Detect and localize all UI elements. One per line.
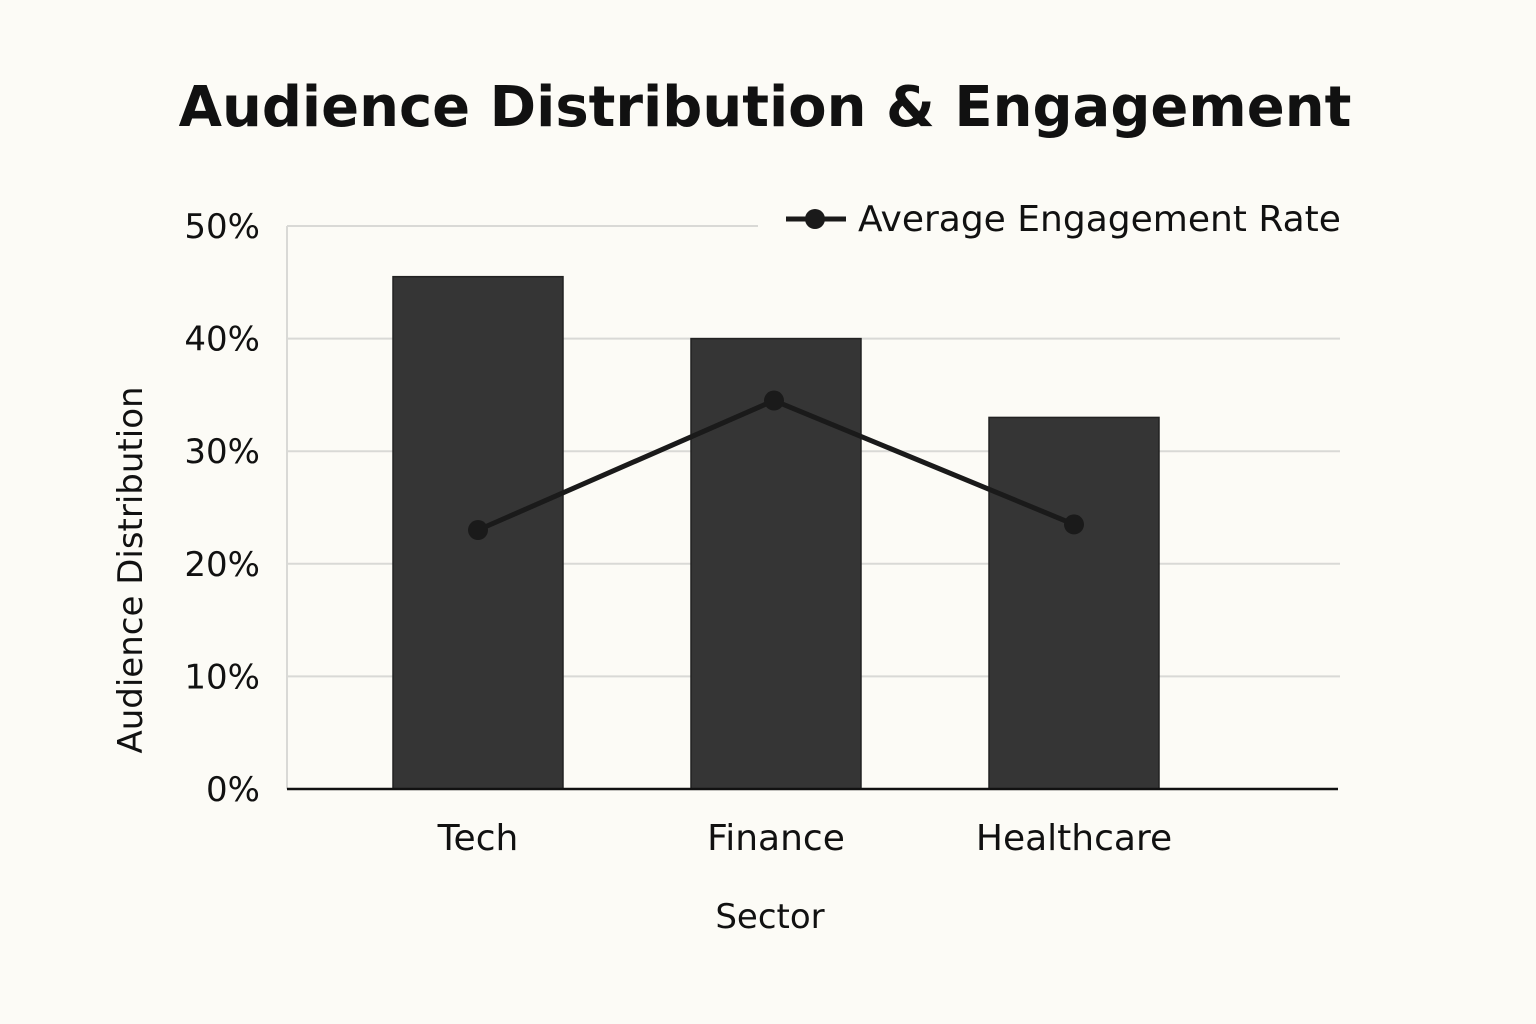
y-tick-label: 40%: [184, 320, 260, 360]
bar: [988, 416, 1160, 790]
x-tick-label: Tech: [437, 818, 519, 859]
axis-layer: 0% 10% 20% 30% 40% 50% Tech Finance Healthcare: [184, 207, 1338, 859]
y-axis-title: Audience Distribution: [111, 386, 151, 753]
y-tick-label: 30%: [184, 432, 260, 472]
y-tick-label: 10%: [184, 657, 260, 697]
legend: Average Engagement Rate: [786, 199, 1341, 240]
x-tick-label: Healthcare: [976, 818, 1172, 859]
bar: [690, 337, 862, 790]
x-axis-title: Sector: [715, 897, 824, 937]
legend-marker-swatch: [805, 209, 825, 229]
bars-layer: [392, 275, 1160, 790]
engagement-point: [1064, 514, 1084, 535]
x-tick-label: Finance: [707, 818, 845, 859]
engagement-point: [764, 390, 784, 411]
engagement-point: [468, 520, 488, 541]
line-layer: [468, 390, 1084, 541]
legend-label: Average Engagement Rate: [858, 199, 1341, 240]
chart-title: Audience Distribution & Engagement: [179, 75, 1352, 140]
y-tick-label: 50%: [184, 207, 260, 247]
y-tick-label: 0%: [206, 770, 260, 810]
y-tick-label: 20%: [184, 545, 260, 585]
